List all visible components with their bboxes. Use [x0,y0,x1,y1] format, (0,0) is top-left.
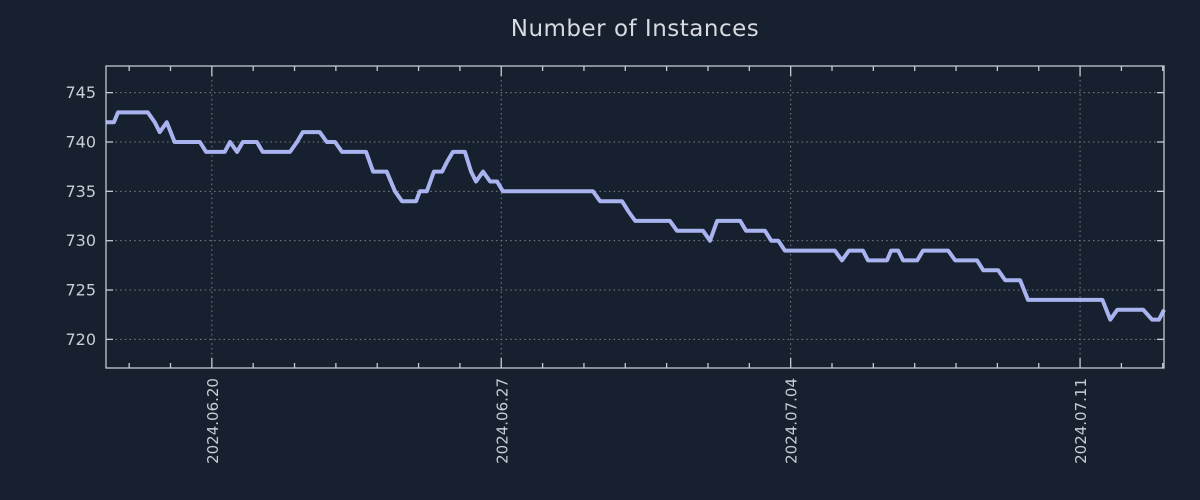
y-tick-label: 720 [65,330,96,349]
x-tick-label: 2024.06.27 [493,378,511,464]
y-tick-label: 740 [65,132,96,151]
x-tick-label: 2024.07.04 [783,378,801,464]
y-tick-label: 735 [65,182,96,201]
series-line [106,110,1166,322]
chart-title: Number of Instances [510,16,760,42]
x-tick-label: 2024.06.20 [204,378,222,464]
x-tick-label: 2024.07.11 [1072,378,1090,464]
y-tick-label: 725 [65,281,96,300]
y-tick-label: 745 [65,83,96,102]
y-tick-label: 730 [65,231,96,250]
plot-frame [105,65,1165,369]
